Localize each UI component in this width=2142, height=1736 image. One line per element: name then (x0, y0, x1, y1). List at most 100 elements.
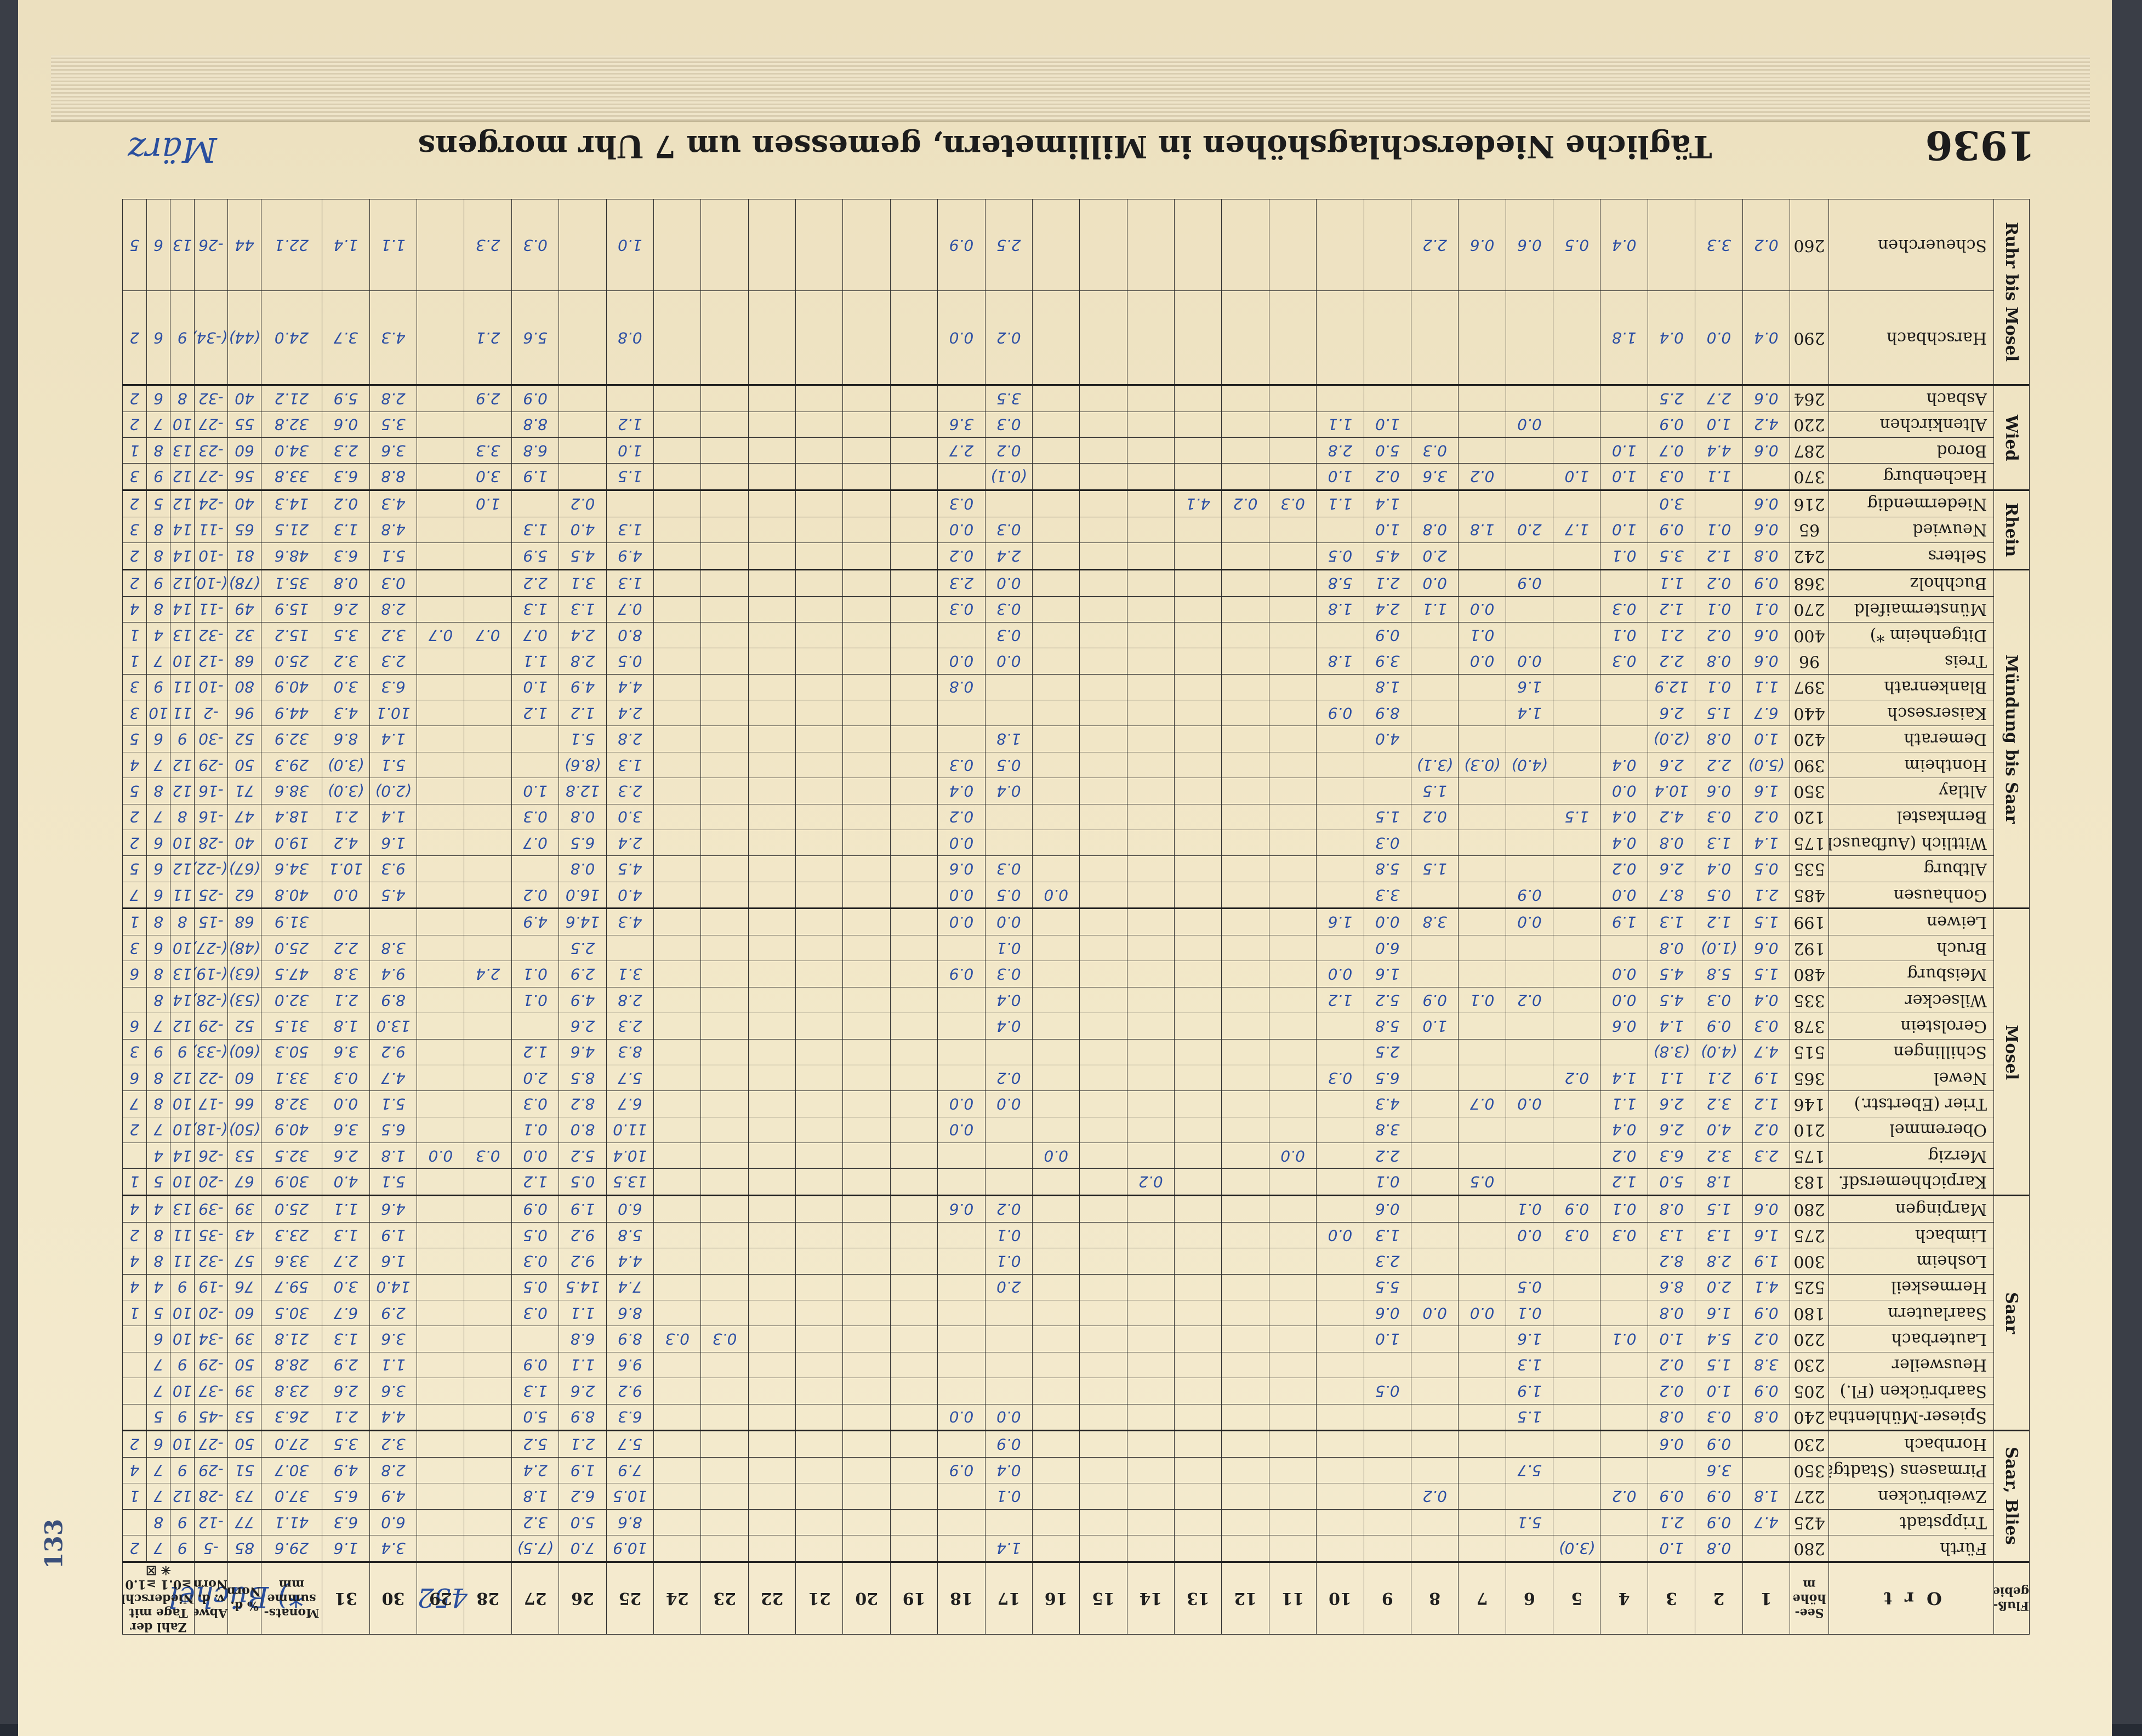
day-value-cell: 3.6 (937, 412, 985, 438)
day-value-cell (843, 908, 891, 935)
day-value-cell: 0.3 (1269, 490, 1317, 517)
day-value-cell (1127, 961, 1175, 987)
day-value-cell (653, 804, 701, 830)
monthly-sum: 25.0 (261, 648, 322, 675)
day-value-cell: 3.6 (369, 437, 417, 464)
day-value-cell (1553, 385, 1600, 412)
day-value-cell (1032, 1352, 1080, 1378)
day-value-cell: 5.0 (1364, 437, 1411, 464)
day-value-cell: 0.1 (511, 961, 559, 987)
day-value-cell: 3.2 (322, 648, 370, 675)
day-value-cell (1316, 1143, 1364, 1169)
station-name: Wilsecker (1828, 987, 1994, 1013)
day-value-cell: 0.2 (1742, 804, 1790, 830)
day-value-cell (700, 1195, 749, 1223)
day-value-cell (1127, 596, 1175, 623)
day-value-cell (1553, 596, 1600, 623)
day-value-cell (1364, 1457, 1411, 1483)
day-value-cell: 0.4 (1695, 855, 1743, 882)
day-value-cell (1506, 1039, 1553, 1065)
day-value-cell (1079, 1300, 1127, 1326)
day-value-cell: 5.8 (606, 1222, 654, 1248)
days-ge-0-1: 14 (170, 542, 195, 570)
day-value-cell: (4.0) (1506, 752, 1553, 778)
day-value-cell: 0.7 (1458, 1090, 1506, 1117)
day-value-cell: 0.5 (1742, 855, 1790, 882)
day-value-cell (1411, 674, 1459, 700)
day-value-cell (1269, 437, 1317, 464)
day-value-cell (464, 1483, 512, 1510)
day-value-cell: 0.9 (511, 1352, 559, 1378)
day-value-cell (417, 1483, 464, 1510)
day-value-cell: 13.5 (606, 1168, 654, 1196)
percent-of-norm: 57 (227, 1248, 261, 1275)
day-value-cell: 3.2 (369, 622, 417, 648)
day-value-cell: 1.0 (1364, 517, 1411, 543)
day-value-cell (890, 882, 938, 909)
day-value-cell: 0.3 (511, 1090, 559, 1117)
day-value-cell: 4.2 (322, 830, 370, 856)
day-value-cell (700, 542, 749, 570)
day-value-cell: 0.0 (985, 1090, 1033, 1117)
day-value-cell (700, 1248, 749, 1275)
day-value-cell: 0.8 (1742, 1404, 1790, 1431)
day-value-cell: 2.4 (464, 961, 512, 987)
header-day-1: 1 (1742, 1562, 1790, 1635)
deviation-from-norm: (-34) (194, 290, 228, 385)
day-value-cell: 3.6 (369, 1326, 417, 1352)
day-value-cell: 2.0 (985, 1274, 1033, 1300)
header-days-title: Zahl der Tage mit (129, 1606, 188, 1634)
day-value-cell: 3.8 (1742, 1352, 1790, 1378)
days-snow (122, 1509, 147, 1535)
day-value-cell (1174, 908, 1222, 935)
day-value-cell (417, 908, 464, 935)
day-value-cell: 1.0 (511, 778, 559, 804)
day-value-cell (700, 199, 749, 291)
day-value-cell (417, 1195, 464, 1223)
day-value-cell (1553, 569, 1600, 597)
day-value-cell (1553, 1143, 1600, 1169)
day-value-cell (417, 726, 464, 752)
day-value-cell: 3.0 (322, 674, 370, 700)
day-value-cell: 0.5 (511, 1222, 559, 1248)
day-value-cell (748, 290, 796, 385)
day-value-cell (1174, 1352, 1222, 1378)
day-value-cell (1553, 648, 1600, 675)
day-value-cell: 8.9 (606, 1326, 654, 1352)
percent-of-norm: 50 (227, 1352, 261, 1378)
day-value-cell: 0.3 (1695, 987, 1743, 1013)
deviation-from-norm: -2 (194, 700, 228, 726)
day-value-cell (748, 882, 796, 909)
day-value-cell: 0.1 (1506, 1300, 1553, 1326)
table-row: Marpingen 280 0.6 1.5 0.8 0.1 0.9 0.1 0.6 0.2 0.6 6… (122, 1195, 2030, 1223)
day-value-cell (1458, 1378, 1506, 1404)
table-row: Borod 287 0.6 4.4 0.7 1.0 0.3 5.0 2.8 0.2 2.7 1.0 6.… (122, 437, 2030, 464)
day-value-cell (1222, 542, 1269, 570)
days-snow: 7 (122, 882, 147, 909)
day-value-cell (748, 726, 796, 752)
day-value-cell (795, 804, 843, 830)
day-value-cell (890, 1326, 938, 1352)
percent-of-norm: 68 (227, 908, 261, 935)
day-value-cell (1269, 290, 1317, 385)
day-value-cell (1222, 1222, 1269, 1248)
days-ge-1-0: 5 (146, 1168, 170, 1196)
day-value-cell (1364, 1509, 1411, 1535)
day-value-cell (1222, 1509, 1269, 1535)
day-value-cell (1553, 1039, 1600, 1065)
day-value-cell (417, 1326, 464, 1352)
day-value-cell: 4.4 (369, 1404, 417, 1431)
day-value-cell: (8.6) (559, 752, 607, 778)
day-value-cell: 1.2 (1600, 1168, 1648, 1196)
day-value-cell: 0.2 (937, 542, 985, 570)
day-value-cell (890, 804, 938, 830)
day-value-cell (1174, 830, 1222, 856)
day-value-cell (843, 1065, 891, 1091)
percent-of-norm: 40 (227, 385, 261, 412)
day-value-cell: 5.0 (559, 1509, 607, 1535)
day-value-cell: 1.1 (322, 1195, 370, 1223)
day-value-cell: 4.3 (606, 908, 654, 935)
day-value-cell (1458, 1535, 1506, 1562)
day-value-cell (1127, 648, 1175, 675)
